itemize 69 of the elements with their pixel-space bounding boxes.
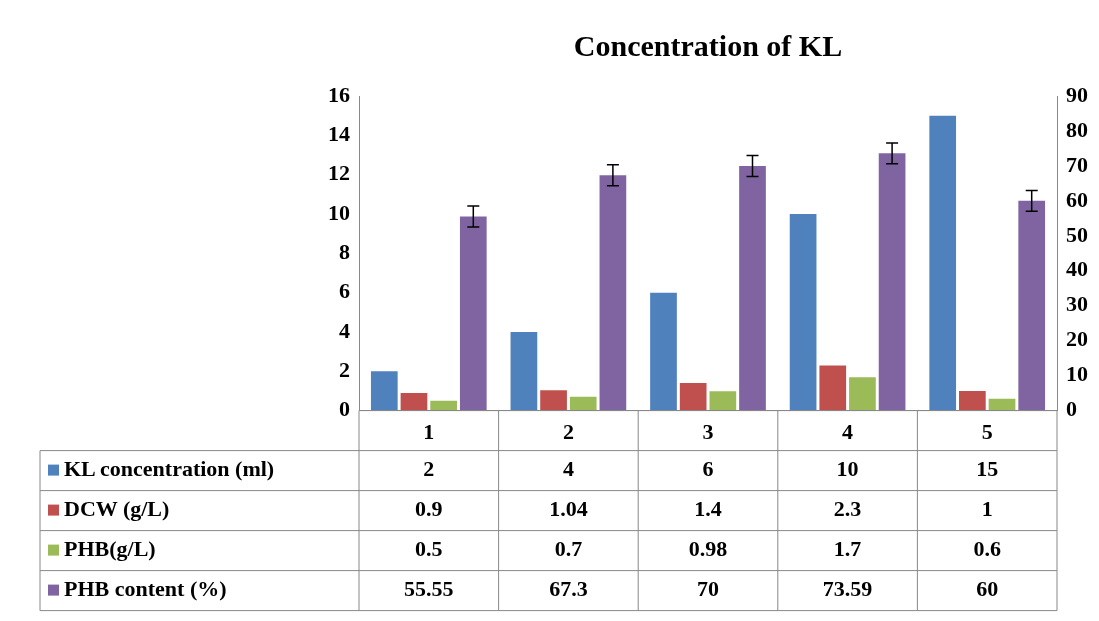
y-tick-label: 2: [339, 356, 350, 382]
data-label: 4: [562, 456, 574, 482]
data-label: 0.6: [973, 536, 1001, 562]
bar: [569, 396, 597, 411]
bar: [540, 390, 567, 411]
y2-tick-label: 50: [1066, 221, 1088, 247]
data-label: 0.98: [688, 536, 728, 562]
bar: [599, 175, 627, 411]
data-label: 70: [697, 576, 719, 602]
bar: [988, 398, 1016, 411]
y2-tick-label: 80: [1066, 116, 1088, 142]
bar: [929, 115, 957, 411]
data-label: 1: [981, 496, 993, 522]
y2-tick-label: 0: [1066, 396, 1077, 422]
legend-label: KL concentration (ml): [64, 456, 275, 482]
y2-tick-label: 70: [1066, 151, 1088, 177]
bar: [878, 153, 906, 411]
bar: [959, 390, 986, 411]
bar: [510, 331, 538, 411]
y-tick-label: 12: [328, 160, 350, 186]
bar: [430, 400, 457, 411]
bar: [400, 392, 428, 411]
y-tick-label: 10: [328, 199, 350, 225]
y2-tick-label: 10: [1066, 361, 1088, 387]
data-label: 0.5: [415, 536, 443, 562]
x-tick-label: 5: [981, 419, 993, 445]
data-label: 73.59: [822, 576, 873, 602]
x-tick-label: 3: [702, 419, 714, 445]
data-label: 55.55: [404, 576, 454, 602]
y-tick-label: 4: [339, 317, 350, 343]
bar: [789, 213, 817, 411]
y2-tick-label: 30: [1066, 291, 1088, 317]
data-label: 0.9: [415, 496, 443, 522]
data-label: 10: [836, 456, 859, 482]
bar: [739, 165, 766, 411]
data-label: 6: [702, 456, 714, 482]
bar: [679, 383, 707, 411]
data-label: 60: [976, 576, 999, 602]
legend-label: DCW (g/L): [64, 496, 170, 522]
y-tick-label: 16: [328, 81, 350, 107]
legend-label: PHB(g/L): [64, 536, 156, 562]
data-label: 67.3: [549, 576, 588, 602]
y-tick-label: 0: [339, 396, 350, 422]
data-label: 2.3: [833, 496, 862, 522]
bar: [709, 391, 737, 411]
data-label: 1.7: [833, 536, 862, 562]
y2-tick-label: 40: [1066, 256, 1088, 282]
data-label: 15: [976, 456, 999, 482]
y-tick-label: 14: [328, 121, 350, 147]
x-tick-label: 2: [562, 419, 574, 445]
y2-tick-label: 90: [1066, 81, 1088, 107]
legend-label: PHB content (%): [64, 576, 227, 602]
bar: [1018, 200, 1046, 411]
bar: [370, 371, 398, 411]
data-label: 1.04: [549, 496, 588, 522]
y-tick-label: 6: [339, 278, 350, 304]
y-tick-label: 8: [339, 238, 350, 264]
data-label: 0.7: [554, 536, 583, 562]
x-tick-label: 1: [423, 419, 435, 445]
data-label: 1.4: [694, 496, 722, 522]
bar: [650, 292, 677, 411]
x-tick-label: 4: [842, 419, 854, 445]
data-label: 2: [423, 456, 435, 482]
bar: [849, 377, 876, 411]
y2-tick-label: 20: [1066, 326, 1088, 352]
bar: [459, 216, 487, 411]
chart-title: Concentration of KL: [573, 28, 843, 62]
bar: [819, 365, 847, 411]
y2-tick-label: 60: [1066, 186, 1088, 212]
